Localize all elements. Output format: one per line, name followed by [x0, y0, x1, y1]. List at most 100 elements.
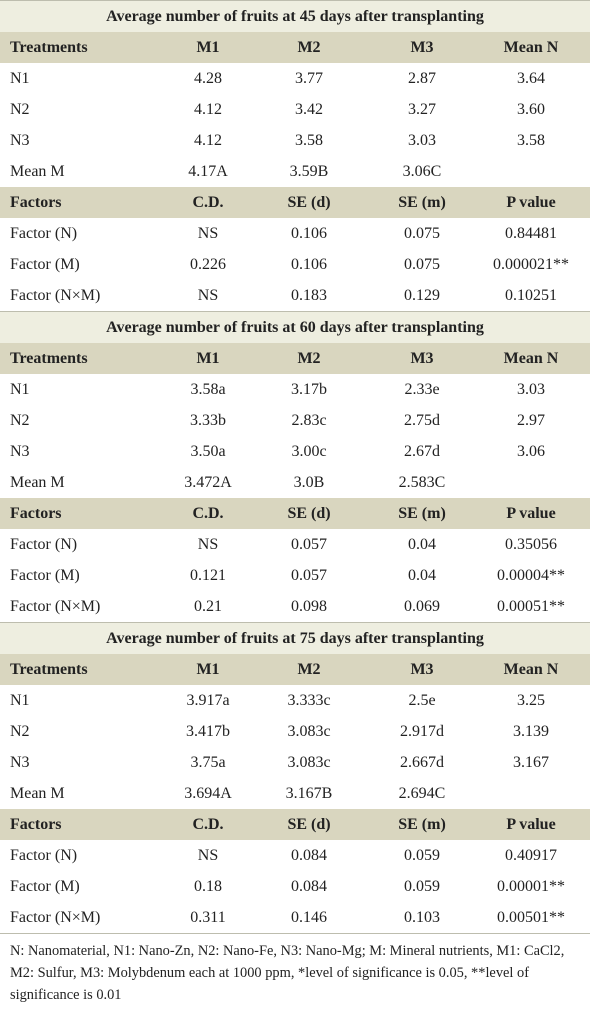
table-cell: 0.226 [190, 255, 226, 273]
table-cell: Factor (M) [10, 877, 80, 895]
header-cell: Mean N [503, 349, 559, 367]
table-row: Mean M 4.17A 3.59B 3.06C [0, 156, 590, 187]
header-cell: SE (d) [287, 504, 331, 522]
header-cell: Factors [10, 504, 62, 522]
table-cell: 3.00c [291, 442, 327, 460]
table-cell: 3.917a [186, 691, 230, 709]
table-cell: 0.075 [404, 255, 440, 273]
table-cell: 4.12 [194, 100, 222, 118]
table-cell: Factor (N×M) [10, 908, 101, 926]
table-cell: 3.083c [287, 753, 331, 771]
treatments-header-row: Treatments M1 M2 M3 Mean N [0, 32, 590, 63]
table-cell: 3.472A [184, 473, 232, 491]
header-cell: M3 [410, 349, 434, 367]
table-row: Factor (M) 0.18 0.084 0.059 0.00001** [0, 871, 590, 902]
table-cell: Mean M [10, 784, 65, 802]
table-cell: 0.18 [194, 877, 222, 895]
table-cell: Factor (N×M) [10, 286, 101, 304]
table-row: Factor (N) NS 0.057 0.04 0.35056 [0, 529, 590, 560]
header-cell: P value [506, 504, 556, 522]
table-cell: 3.06C [402, 162, 442, 180]
table-cell: 3.58 [295, 131, 323, 149]
table-cell: Factor (M) [10, 255, 80, 273]
table-cell: 3.33b [190, 411, 226, 429]
table-cell: 0.00051** [497, 597, 565, 615]
table-row: N3 3.75a 3.083c 2.667d 3.167 [0, 747, 590, 778]
table-cell: 0.10251 [505, 286, 557, 304]
table-row: Mean M 3.694A 3.167B 2.694C [0, 778, 590, 809]
table-cell: N2 [10, 100, 30, 118]
table-cell: 3.167 [513, 753, 549, 771]
table-cell: 3.60 [517, 100, 545, 118]
table-cell: 2.97 [517, 411, 545, 429]
table-cell: Factor (N) [10, 535, 78, 553]
table-cell: 0.00501** [497, 908, 565, 926]
table-cell: 2.694C [398, 784, 446, 802]
table-cell: Factor (N) [10, 224, 78, 242]
table-cell: Mean M [10, 473, 65, 491]
table-cell: 0.35056 [505, 535, 557, 553]
table-cell: 3.139 [513, 722, 549, 740]
treatments-header-row: Treatments M1 M2 M3 Mean N [0, 343, 590, 374]
table-cell: 2.75d [404, 411, 440, 429]
table-cell: 0.311 [190, 908, 226, 926]
table-cell: 3.17b [291, 380, 327, 398]
table-cell: 0.059 [404, 846, 440, 864]
header-cell: C.D. [192, 815, 224, 833]
table-cell: 4.12 [194, 131, 222, 149]
table-cell: 0.00001** [497, 877, 565, 895]
table-cell: N1 [10, 69, 30, 87]
table-cell: 3.27 [408, 100, 436, 118]
table-row: N3 4.12 3.58 3.03 3.58 [0, 125, 590, 156]
table-cell: Factor (N×M) [10, 597, 101, 615]
header-cell: M3 [410, 660, 434, 678]
table-cell: 0.106 [291, 255, 327, 273]
table-cell: 2.583C [398, 473, 446, 491]
header-cell: M1 [196, 660, 220, 678]
table-cell: 0.121 [190, 566, 226, 584]
header-cell: M2 [297, 349, 321, 367]
section-title: Average number of fruits at 60 days afte… [0, 311, 590, 343]
table-cell: 0.084 [291, 877, 327, 895]
header-cell: SE (m) [398, 815, 446, 833]
header-cell: M1 [196, 38, 220, 56]
table-cell: NS [197, 286, 219, 304]
header-cell: Treatments [10, 660, 88, 678]
table-cell: 0.075 [404, 224, 440, 242]
section-title: Average number of fruits at 45 days afte… [0, 0, 590, 32]
header-cell: Factors [10, 815, 62, 833]
table-cell: 2.5e [408, 691, 436, 709]
header-cell: M1 [196, 349, 220, 367]
table-cell: 0.04 [408, 535, 436, 553]
table-cell: 3.58a [190, 380, 226, 398]
header-cell: P value [506, 193, 556, 211]
table-cell: 3.0B [293, 473, 325, 491]
table-cell: 3.75a [190, 753, 226, 771]
table-row: Factor (N×M) 0.311 0.146 0.103 0.00501** [0, 902, 590, 933]
table-row: Factor (M) 0.226 0.106 0.075 0.000021** [0, 249, 590, 280]
table-cell: N2 [10, 722, 30, 740]
table-cell: 2.87 [408, 69, 436, 87]
table-cell: N3 [10, 442, 30, 460]
table-cell: 2.33e [404, 380, 440, 398]
table-row: Factor (N×M) NS 0.183 0.129 0.10251 [0, 280, 590, 311]
factors-header-row: Factors C.D. SE (d) SE (m) P value [0, 498, 590, 529]
table-cell: 3.42 [295, 100, 323, 118]
table-cell: NS [197, 535, 219, 553]
table-row: Factor (N) NS 0.106 0.075 0.84481 [0, 218, 590, 249]
table-cell: 0.183 [291, 286, 327, 304]
header-cell: SE (d) [287, 193, 331, 211]
table-cell: 0.106 [291, 224, 327, 242]
table-cell: 0.21 [194, 597, 222, 615]
section-title: Average number of fruits at 75 days afte… [0, 622, 590, 654]
table-cell: 3.58 [517, 131, 545, 149]
header-cell: M3 [410, 38, 434, 56]
table-cell: 0.098 [291, 597, 327, 615]
table-row: N2 3.33b 2.83c 2.75d 2.97 [0, 405, 590, 436]
factors-header-row: Factors C.D. SE (d) SE (m) P value [0, 809, 590, 840]
table-cell: N3 [10, 131, 30, 149]
table-cell: 0.057 [291, 535, 327, 553]
table-cell: 3.03 [408, 131, 436, 149]
table-cell: Factor (N) [10, 846, 78, 864]
